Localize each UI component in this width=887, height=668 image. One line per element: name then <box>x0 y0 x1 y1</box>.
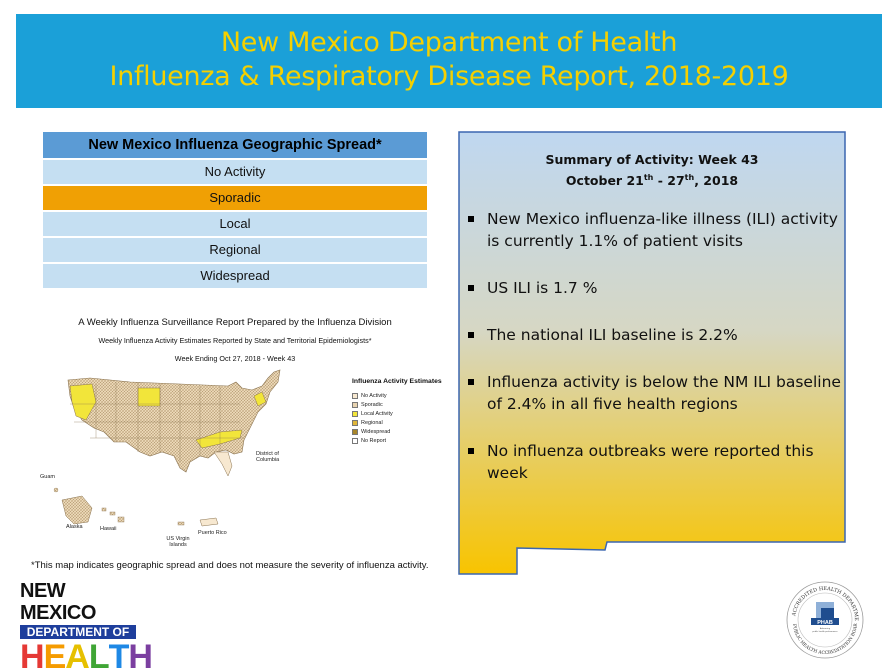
puerto-rico-label: Puerto Rico <box>198 530 227 536</box>
summary-date: October 21th - 27th, 2018 <box>565 173 739 189</box>
legend-label: Sporadic <box>361 401 383 408</box>
legend-item: Sporadic <box>352 400 452 409</box>
summary-bullet: The national ILI baseline is 2.2% <box>463 324 843 346</box>
legend-swatch <box>352 392 358 399</box>
banner-subtitle: Influenza & Respiratory Disease Report, … <box>109 61 789 92</box>
banner-title: New Mexico Department of Health <box>220 27 678 58</box>
legend-label: Widespread <box>361 428 391 435</box>
logo-letter: T <box>108 638 130 668</box>
florida-region <box>213 451 233 477</box>
new-mexico-outline-shape <box>458 131 846 575</box>
legend-label: No Activity <box>361 392 387 399</box>
map-title: A Weekly Influenza Surveillance Report P… <box>78 317 392 328</box>
svg-text:Advancing: Advancing <box>820 627 831 630</box>
bullet-marker <box>468 216 474 222</box>
bullet-marker <box>468 379 474 385</box>
summary-bullet: Influenza activity is below the NM ILI b… <box>463 371 843 415</box>
legend-item: Regional <box>352 418 452 427</box>
logo-letter: H <box>128 638 153 668</box>
bullet-marker <box>468 448 474 454</box>
usvi-shape <box>177 521 185 526</box>
alaska-label: Alaska <box>66 524 83 530</box>
map-week: Week Ending Oct 27, 2018 - Week 43 <box>174 354 296 363</box>
nmdoh-logo: NEW MEXICO DEPARTMENT OF H E A L T H <box>20 580 153 668</box>
legend-item: No Activity <box>352 391 452 400</box>
spread-table-header: New Mexico Influenza Geographic Spread* <box>43 132 427 158</box>
legend-label: Regional <box>361 419 383 426</box>
oregon-washington-region <box>69 383 97 421</box>
logo-letter: A <box>65 638 90 668</box>
spread-row-widespread: Widespread <box>43 264 427 288</box>
logo-health-word: H E A L T H <box>20 638 153 668</box>
legend-swatch <box>352 428 358 435</box>
legend-swatch <box>352 401 358 408</box>
spread-row-regional: Regional <box>43 238 427 262</box>
legend-swatch <box>352 410 358 417</box>
guam-shape <box>53 487 59 493</box>
logo-letter: H <box>20 638 45 668</box>
phab-accreditation-seal: ACCREDITED HEALTH DEPARTMENT PUBLIC HEAL… <box>785 580 864 659</box>
spread-row-no-activity: No Activity <box>43 160 427 184</box>
summary-title: Summary of Activity: Week 43 October 21t… <box>457 151 847 190</box>
legend-swatch <box>352 437 358 444</box>
usvi-label: US Virgin Islands <box>166 536 190 548</box>
logo-line2: DEPARTMENT OF <box>20 625 136 639</box>
legend-swatch <box>352 419 358 426</box>
puerto-rico-shape <box>199 517 219 527</box>
new-england-region <box>253 391 267 407</box>
logo-letter: L <box>88 638 110 668</box>
hawaii-label: Hawaii <box>100 526 117 532</box>
spread-row-sporadic: Sporadic <box>43 186 427 210</box>
legend-item: Widespread <box>352 427 452 436</box>
bullet-marker <box>468 332 474 338</box>
summary-bullet: New Mexico influenza-like illness (ILI) … <box>463 208 843 252</box>
legend-label: No Report <box>361 437 387 444</box>
summary-bullet: No influenza outbreaks were reported thi… <box>463 440 843 484</box>
spread-row-local: Local <box>43 212 427 236</box>
legend-label: Local Activity <box>361 410 393 417</box>
north-dakota-region <box>137 387 161 407</box>
legend-item: No Report <box>352 436 452 445</box>
map-footnote: *This map indicates geographic spread an… <box>31 560 429 571</box>
svg-text:PHAB: PHAB <box>817 620 833 626</box>
hawaii-shape <box>101 507 125 523</box>
us-map-graphic <box>53 369 281 527</box>
logo-line1: NEW MEXICO <box>20 580 96 624</box>
bullet-marker <box>468 285 474 291</box>
summary-week: Summary of Activity: Week 43 <box>545 152 759 167</box>
summary-bullets: New Mexico influenza-like illness (ILI) … <box>463 208 843 484</box>
continental-us-shape <box>67 369 281 473</box>
geographic-spread-table: New Mexico Influenza Geographic Spread* … <box>43 132 427 288</box>
alaska-shape <box>61 495 93 525</box>
dc-label: District of Columbia <box>256 451 280 463</box>
summary-panel: Summary of Activity: Week 43 October 21t… <box>457 130 847 575</box>
cdc-activity-map: A Weekly Influenza Surveillance Report P… <box>30 312 442 582</box>
logo-letter: E <box>43 638 67 668</box>
map-subtitle: Weekly Influenza Activity Estimates Repo… <box>98 336 372 345</box>
svg-text:public health performance: public health performance <box>812 630 838 633</box>
legend-title: Influenza Activity Estimates <box>352 378 442 385</box>
guam-label: Guam <box>40 474 55 480</box>
map-legend: Influenza Activity Estimates No Activity… <box>352 378 452 445</box>
summary-bullet: US ILI is 1.7 % <box>463 277 843 299</box>
legend-item: Local Activity <box>352 409 452 418</box>
report-banner: New Mexico Department of Health Influenz… <box>16 14 882 108</box>
